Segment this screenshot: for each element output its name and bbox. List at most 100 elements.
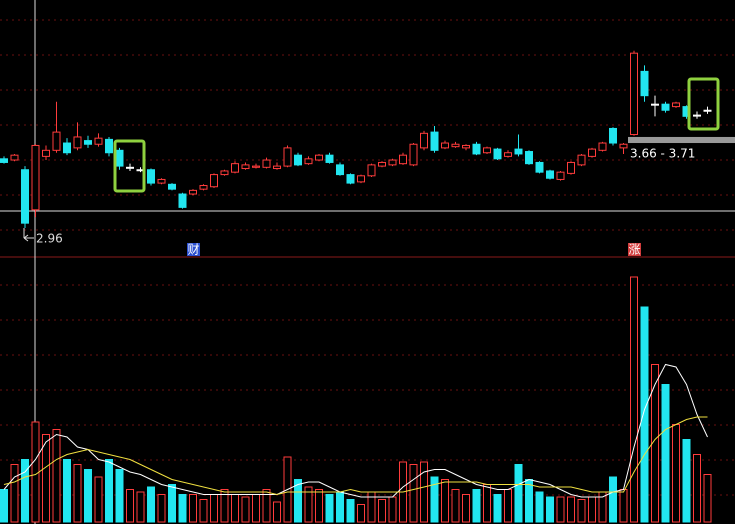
volume-bar — [178, 494, 187, 523]
volume-bar — [63, 459, 71, 523]
volume-bar — [472, 489, 481, 523]
volume-bar — [325, 494, 334, 523]
range-band — [628, 136, 735, 144]
volume-bar — [556, 496, 565, 523]
range-label: 3.66 - 3.71 — [630, 147, 695, 161]
volume-bar — [147, 486, 155, 523]
volume-average-line — [3, 416, 708, 496]
candle-body — [378, 161, 386, 167]
candle-body — [504, 152, 512, 157]
candle-body — [609, 127, 617, 144]
candle-body — [472, 143, 481, 155]
volume-bar — [136, 491, 145, 523]
candle-body — [493, 148, 502, 160]
volume-bar — [84, 469, 92, 523]
volume-bar — [336, 491, 344, 523]
volume-bar — [357, 504, 365, 523]
candle-body — [168, 183, 176, 190]
candle-body — [0, 158, 8, 163]
event-badge — [187, 243, 200, 256]
volume-bar — [630, 276, 638, 523]
volume-bar — [703, 474, 712, 523]
volume-bar — [462, 494, 470, 523]
candle-body — [661, 103, 670, 111]
volume-bar — [42, 434, 50, 523]
candle-body — [63, 142, 71, 154]
grid — [0, 19, 735, 496]
highlight-box — [687, 77, 720, 131]
candle-body — [346, 174, 355, 184]
candle-body — [189, 189, 197, 195]
candle-body — [514, 148, 523, 155]
volume-bar — [451, 489, 460, 523]
candle-body — [115, 149, 124, 167]
volume-bar — [105, 459, 113, 523]
volume-bar — [577, 499, 586, 523]
candle-body — [252, 165, 260, 168]
candle-body — [126, 166, 134, 169]
candle-body — [462, 144, 470, 149]
candle-body — [294, 154, 302, 166]
volume-bar — [409, 464, 418, 523]
candle-body — [409, 143, 418, 166]
volume-bar — [588, 496, 596, 523]
candle-body — [672, 102, 680, 108]
candle-body — [21, 169, 29, 224]
candle-body — [651, 103, 659, 106]
volume-bar — [0, 489, 8, 523]
volume-bar — [441, 479, 449, 523]
event-badge — [628, 243, 641, 256]
volume-bar — [420, 461, 428, 523]
candle-body — [231, 163, 239, 173]
volume-average-line — [3, 363, 708, 498]
candle-body — [325, 154, 334, 163]
candle-body — [567, 161, 575, 174]
volume-bar — [199, 499, 208, 523]
volume-bar — [493, 494, 502, 523]
volume-bar — [94, 476, 103, 523]
candle-body — [367, 164, 376, 177]
volume-bar — [31, 421, 40, 523]
candle-body — [588, 148, 596, 157]
candle-body — [619, 143, 628, 149]
candle-body — [52, 131, 61, 151]
candle-body — [210, 174, 218, 188]
candle-body — [577, 154, 586, 166]
volume-bar — [210, 494, 218, 523]
volume-bar — [651, 364, 659, 523]
volume-bar — [10, 464, 19, 523]
volume-bar — [535, 491, 544, 523]
candle-body — [157, 178, 166, 184]
candle-body — [73, 136, 82, 149]
volume-bar — [483, 484, 491, 523]
volume-bar — [115, 469, 124, 523]
candle-body — [31, 144, 40, 211]
volume-bar — [52, 429, 61, 523]
candle-body — [546, 170, 554, 179]
volume-bar — [304, 486, 313, 523]
volume-bar — [640, 306, 649, 523]
volume-bar — [378, 499, 386, 523]
volume-bar — [294, 479, 302, 523]
volume-bar — [661, 384, 670, 523]
candle-body — [42, 149, 50, 157]
volume-bar — [514, 464, 523, 523]
volume-bar — [231, 494, 239, 523]
volume-bar — [672, 424, 680, 523]
candle-body — [94, 137, 103, 145]
candle-body — [283, 147, 292, 167]
candle-body — [357, 175, 365, 183]
candle-body — [10, 154, 19, 161]
volume-bar — [682, 439, 691, 523]
marks: 财涨 — [0, 50, 735, 523]
candle-body — [451, 143, 460, 148]
candle-body — [693, 114, 701, 117]
volume-bar — [220, 489, 229, 523]
highlight-box — [113, 139, 146, 193]
candle-body — [556, 171, 565, 180]
candle-body — [105, 138, 113, 154]
candle-body — [262, 159, 271, 168]
candle-body — [273, 165, 281, 170]
